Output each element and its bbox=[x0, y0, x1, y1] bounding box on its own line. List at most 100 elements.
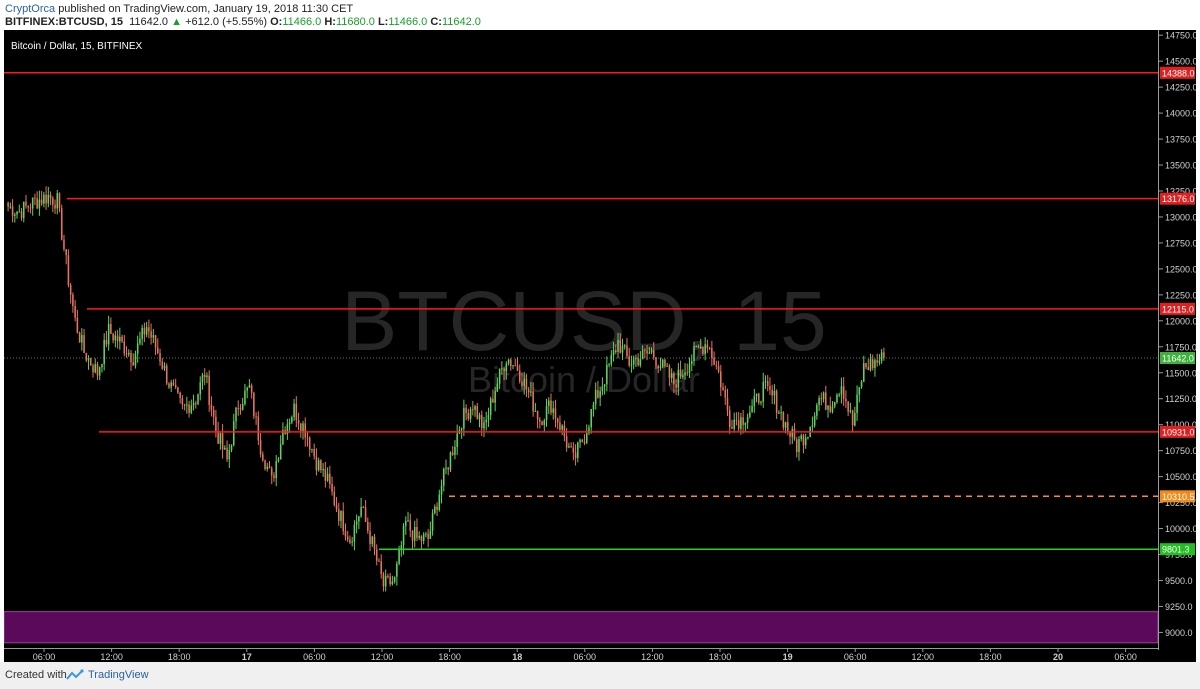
candle bbox=[550, 393, 552, 416]
candle-body bbox=[295, 403, 298, 421]
candle-body bbox=[731, 427, 733, 429]
candle bbox=[478, 412, 481, 428]
candle-body bbox=[469, 409, 472, 419]
candle-body bbox=[657, 365, 660, 369]
candle bbox=[541, 420, 543, 426]
candle-body bbox=[639, 359, 642, 366]
candle bbox=[367, 517, 369, 534]
candle-body bbox=[545, 405, 548, 421]
candle-body bbox=[699, 347, 702, 349]
candle bbox=[735, 412, 738, 426]
x-tick-label: 12:00 bbox=[641, 652, 664, 662]
candle bbox=[630, 355, 633, 373]
candle bbox=[203, 368, 206, 386]
candle-body bbox=[585, 433, 588, 443]
candle-body bbox=[597, 390, 599, 398]
tradingview-link[interactable]: TradingView bbox=[88, 669, 149, 681]
candle bbox=[224, 445, 226, 450]
candle-body bbox=[516, 365, 519, 371]
candle bbox=[878, 354, 881, 366]
y-tick-label: 14750.0 bbox=[1165, 31, 1196, 41]
candle bbox=[302, 420, 304, 440]
candle bbox=[163, 362, 166, 371]
chart-area[interactable]: BTCUSD, 15 Bitcoin / Dollar 14750.0 14500… bbox=[4, 30, 1196, 662]
candle bbox=[188, 400, 190, 418]
candle-body bbox=[288, 422, 291, 425]
candle bbox=[317, 457, 320, 472]
candle bbox=[422, 532, 425, 545]
candle-body bbox=[876, 360, 878, 363]
candle-body bbox=[45, 194, 47, 204]
candle-body bbox=[539, 419, 541, 422]
x-tick-label: 20 bbox=[1053, 652, 1063, 662]
candle bbox=[411, 530, 414, 549]
candle bbox=[63, 234, 65, 252]
candle bbox=[501, 361, 503, 375]
candle-body bbox=[449, 452, 452, 470]
candle-body bbox=[398, 549, 400, 564]
price-chart[interactable]: BTCUSD, 15 Bitcoin / Dollar 14750.014500… bbox=[4, 30, 1196, 662]
candle bbox=[829, 396, 832, 414]
candle-body bbox=[293, 403, 295, 418]
candle-body bbox=[456, 433, 458, 447]
chart-legend: Bitcoin / Dollar, 15, BITFINEX bbox=[11, 41, 142, 52]
candle bbox=[854, 406, 856, 427]
candle-body bbox=[668, 365, 671, 378]
candle-body bbox=[496, 383, 499, 392]
candle bbox=[49, 191, 52, 206]
candle-body bbox=[789, 431, 791, 437]
level-badge bbox=[1160, 66, 1195, 79]
y-tick-label: 14500.0 bbox=[1165, 57, 1196, 67]
candle-body bbox=[648, 352, 651, 354]
candle bbox=[447, 467, 450, 476]
candle-body bbox=[505, 363, 508, 372]
candle bbox=[322, 463, 324, 477]
candle bbox=[94, 358, 97, 374]
author-link[interactable]: CryptOrca bbox=[5, 3, 56, 15]
candle-body bbox=[733, 419, 735, 429]
candle bbox=[378, 558, 380, 562]
candle-body bbox=[201, 374, 204, 383]
candle-body bbox=[132, 362, 135, 366]
candle bbox=[58, 192, 61, 213]
candle-body bbox=[224, 447, 226, 450]
candle bbox=[487, 407, 490, 427]
candle-body bbox=[304, 423, 307, 438]
candle bbox=[601, 377, 604, 396]
candle bbox=[757, 392, 760, 405]
high-label: H: bbox=[324, 16, 336, 28]
candle-body bbox=[833, 402, 836, 407]
candle bbox=[157, 338, 159, 355]
candle-body bbox=[101, 363, 103, 368]
price-axis[interactable] bbox=[1159, 30, 1196, 662]
candle bbox=[96, 361, 99, 380]
candle-body bbox=[804, 437, 807, 446]
candle-body bbox=[313, 448, 315, 457]
candle-body bbox=[485, 419, 487, 423]
candle-body bbox=[757, 393, 760, 403]
candle bbox=[670, 368, 673, 383]
candle bbox=[264, 459, 266, 471]
candle bbox=[498, 368, 501, 390]
close-label: C: bbox=[430, 16, 442, 28]
candle bbox=[103, 333, 105, 371]
candle bbox=[16, 210, 18, 219]
candle-body bbox=[494, 391, 496, 403]
candle bbox=[606, 356, 608, 392]
candle-body bbox=[704, 344, 706, 355]
candle bbox=[856, 385, 858, 421]
candle bbox=[27, 205, 30, 213]
candle bbox=[838, 392, 840, 398]
candle-body bbox=[253, 392, 255, 417]
candle bbox=[512, 365, 514, 370]
candle-body bbox=[250, 385, 253, 393]
candle-body bbox=[355, 521, 358, 525]
candle bbox=[463, 399, 465, 437]
candle bbox=[527, 386, 530, 399]
candle-body bbox=[255, 416, 257, 418]
candle bbox=[619, 333, 622, 354]
candle-body bbox=[378, 560, 380, 562]
candle bbox=[22, 201, 25, 223]
candle-body bbox=[52, 197, 54, 205]
candle bbox=[7, 201, 9, 212]
